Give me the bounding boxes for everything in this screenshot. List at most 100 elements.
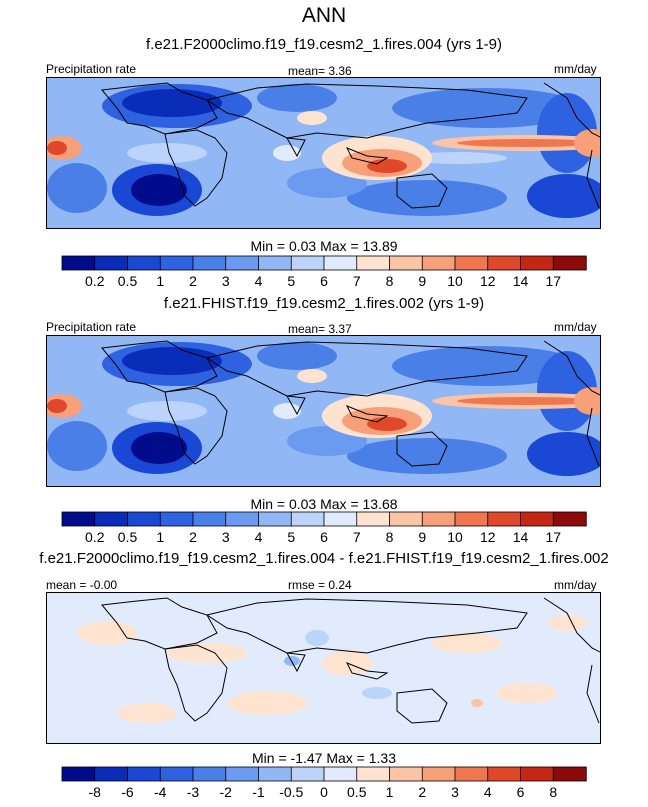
panel-2-stats: Min = 0.03 Max = 13.68	[250, 496, 398, 512]
panel-2-variable-label: Precipitation rate	[46, 320, 137, 334]
colorbar-swatch	[389, 766, 423, 782]
panel-2-colorbar-svg: 0.2 0.5 1 2 3 4 5 6 7 8 9 10 12 14 17	[61, 511, 587, 545]
colorbar-swatch	[61, 766, 96, 782]
colorbar-swatch	[127, 766, 161, 782]
colorbar-swatch	[421, 766, 456, 782]
page-title: ANN	[301, 4, 347, 27]
colorbar-swatch	[323, 766, 358, 782]
colorbar-tick-label: 6	[320, 529, 328, 545]
colorbar-swatch	[421, 511, 456, 527]
colorbar-tick-label: 6	[517, 784, 525, 800]
colorbar-tick-label: 1	[156, 273, 164, 289]
colorbar-tick-label: 12	[480, 529, 496, 545]
colorbar-swatch	[454, 766, 489, 782]
colorbar-swatch	[520, 511, 554, 527]
colorbar-swatch	[552, 255, 587, 271]
colorbar-swatch	[421, 255, 456, 271]
colorbar-tick-label: -6	[121, 784, 134, 800]
colorbar-tick-label: 9	[418, 273, 426, 289]
colorbar-tick-label: 3	[222, 529, 230, 545]
colorbar-tick-label: 8	[549, 784, 557, 800]
panel-1-variable-label: Precipitation rate	[46, 62, 137, 76]
colorbar-tick-label: 4	[484, 784, 492, 800]
colorbar-swatch	[258, 766, 292, 782]
colorbar-swatch	[290, 255, 325, 271]
colorbar-swatch	[389, 511, 423, 527]
colorbar-tick-label: 6	[320, 273, 328, 289]
colorbar-tick-label: -4	[154, 784, 167, 800]
colorbar-tick-label: -3	[187, 784, 200, 800]
colorbar-swatch	[520, 766, 554, 782]
panel-2-map	[46, 335, 601, 487]
colorbar-tick-label: 3	[222, 273, 230, 289]
colorbar-tick-label: 4	[255, 273, 263, 289]
panel-2-colorbar: 0.2 0.5 1 2 3 4 5 6 7 8 9 10 12 14 17	[61, 511, 587, 552]
colorbar-swatch	[192, 766, 227, 782]
colorbar-swatch	[552, 766, 587, 782]
panel-3-title: f.e21.F2000climo.f19_f19.cesm2_1.fires.0…	[39, 550, 609, 567]
panel-1-map	[46, 77, 601, 229]
colorbar-swatch	[94, 766, 129, 782]
colorbar-tick-label: 12	[480, 273, 496, 289]
colorbar-swatch	[127, 255, 161, 271]
panel-3-rmse-label: rmse = 0.24	[288, 578, 352, 592]
panel-3-mean-label: mean = -0.00	[46, 578, 118, 592]
colorbar-tick-label: 14	[513, 529, 529, 545]
colorbar-swatch	[225, 255, 260, 271]
colorbar-tick-label: -0.5	[279, 784, 303, 800]
colorbar-tick-label: -1	[252, 784, 265, 800]
colorbar-swatch	[487, 511, 522, 527]
colorbar-swatch	[61, 511, 96, 527]
panel-2-units-label: mm/day	[554, 320, 597, 334]
panel-1-stats: Min = 0.03 Max = 13.89	[250, 238, 398, 254]
colorbar-tick-label: 5	[287, 273, 295, 289]
colorbar-tick-label: 0.5	[347, 784, 367, 800]
colorbar-swatch	[454, 511, 489, 527]
colorbar-tick-label: 17	[545, 273, 561, 289]
colorbar-tick-label: 5	[287, 529, 295, 545]
colorbar-tick-label: -2	[220, 784, 233, 800]
panel-2-map-canvas	[47, 336, 600, 486]
colorbar-swatch	[323, 511, 358, 527]
panel-3-units-label: mm/day	[554, 578, 597, 592]
colorbar-tick-label: 8	[386, 273, 394, 289]
colorbar-swatch	[225, 766, 260, 782]
colorbar-tick-label: 1	[386, 784, 394, 800]
colorbar-tick-label: 9	[418, 529, 426, 545]
panel-1-units-label: mm/day	[554, 62, 597, 76]
colorbar-swatch	[61, 255, 96, 271]
panel-3-map	[46, 592, 601, 744]
colorbar-swatch	[159, 766, 194, 782]
panel-3-map-canvas	[47, 593, 600, 743]
colorbar-swatch	[356, 255, 391, 271]
colorbar-tick-label: 10	[447, 273, 463, 289]
colorbar-swatch	[159, 511, 194, 527]
colorbar-swatch	[356, 511, 391, 527]
colorbar-tick-label: 2	[418, 784, 426, 800]
panel-1-map-canvas	[47, 78, 600, 228]
colorbar-tick-label: 1	[156, 529, 164, 545]
colorbar-tick-label: 0.5	[118, 529, 138, 545]
colorbar-swatch	[323, 255, 358, 271]
colorbar-swatch	[290, 511, 325, 527]
colorbar-swatch	[389, 255, 423, 271]
panel-3-colorbar: -8 -6 -4 -3 -2 -1 -0.5 0 0.5 1 2 3 4 6 8	[61, 766, 587, 807]
colorbar-tick-label: 7	[353, 273, 361, 289]
colorbar-tick-label: -8	[89, 784, 102, 800]
panel-2-title: f.e21.FHIST.f19_f19.cesm2_1.fires.002 (y…	[163, 295, 485, 312]
colorbar-swatch	[192, 511, 227, 527]
panel-1-colorbar: 0.2 0.5 1 2 3 4 5 6 7 8 9 10 12 14 17	[61, 255, 587, 296]
colorbar-swatch	[487, 255, 522, 271]
colorbar-tick-label: 3	[451, 784, 459, 800]
colorbar-tick-label: 2	[189, 529, 197, 545]
colorbar-swatch	[552, 511, 587, 527]
colorbar-tick-label: 17	[545, 529, 561, 545]
colorbar-swatch	[356, 766, 391, 782]
colorbar-tick-label: 0.2	[85, 529, 105, 545]
colorbar-tick-label: 8	[386, 529, 394, 545]
panel-1-colorbar-svg: 0.2 0.5 1 2 3 4 5 6 7 8 9 10 12 14 17	[61, 255, 587, 289]
colorbar-swatch	[94, 255, 129, 271]
panel-2-mean-label: mean= 3.37	[288, 322, 352, 336]
panel-3-colorbar-svg: -8 -6 -4 -3 -2 -1 -0.5 0 0.5 1 2 3 4 6 8	[61, 766, 587, 800]
colorbar-tick-label: 14	[513, 273, 529, 289]
